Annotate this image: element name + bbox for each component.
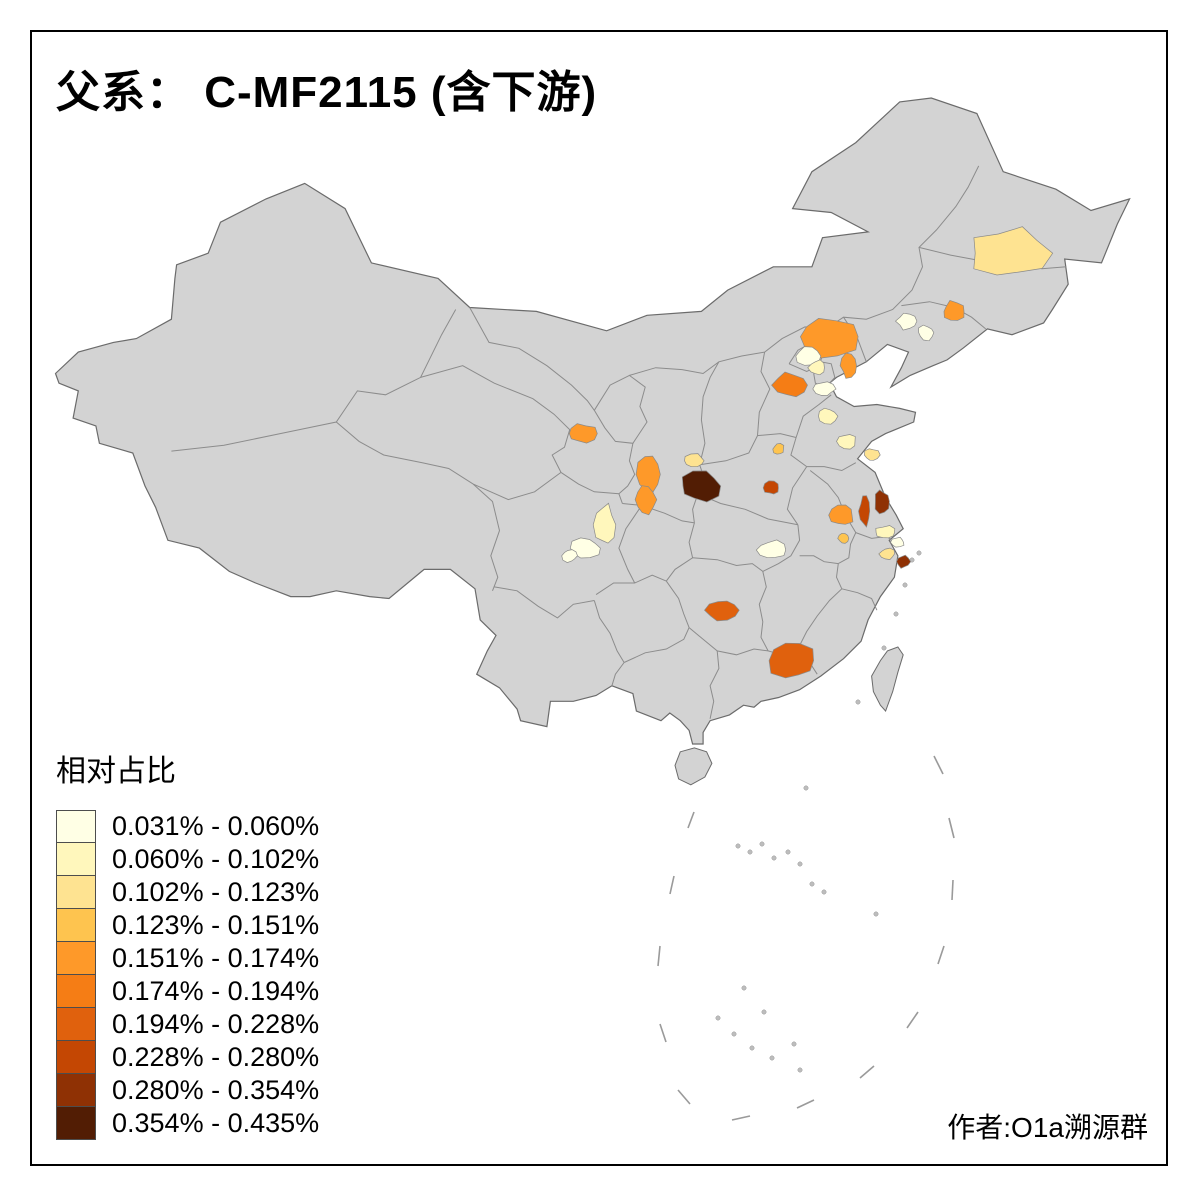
map-region: [837, 532, 850, 544]
legend-title: 相对占比: [56, 755, 176, 788]
map-region: [943, 299, 965, 321]
map-region: [874, 489, 890, 515]
legend-swatch: [56, 1008, 96, 1041]
map-region: [807, 359, 825, 376]
legend-rows: 0.031% - 0.060% 0.060% - 0.102% 0.102% - 0…: [56, 810, 319, 1140]
legend-label: 0.102% - 0.123%: [112, 877, 320, 907]
map-region: [561, 549, 578, 563]
taiwan-island: [871, 646, 904, 712]
mainland-outline: [54, 97, 1131, 745]
legend-row: 0.354% - 0.435%: [56, 1107, 319, 1140]
map-region: [875, 525, 896, 539]
legend-swatch: [56, 1041, 96, 1074]
map-region: [569, 537, 601, 559]
legend-label: 0.123% - 0.151%: [112, 910, 320, 940]
map-region: [635, 455, 661, 494]
legend-swatch: [56, 909, 96, 942]
sea-boundary-dashes: [657, 755, 955, 1121]
legend-label: 0.228% - 0.280%: [112, 1042, 320, 1072]
legend-swatch: [56, 1074, 96, 1107]
map-region: [818, 407, 839, 425]
legend-row: 0.151% - 0.174%: [56, 942, 319, 975]
map-region: [762, 480, 779, 495]
page-title: 父系： C-MF2115 (含下游): [56, 68, 598, 117]
map-region: [684, 453, 705, 468]
legend-swatch: [56, 975, 96, 1008]
map-region: [894, 312, 918, 331]
map-region: [890, 536, 905, 548]
legend-label: 0.031% - 0.060%: [112, 811, 320, 841]
legend-label: 0.354% - 0.435%: [112, 1108, 320, 1138]
legend-row: 0.031% - 0.060%: [56, 810, 319, 843]
legend-swatch: [56, 810, 96, 843]
map-region: [863, 448, 881, 461]
map-region: [681, 470, 722, 503]
legend-swatch: [56, 1107, 96, 1140]
legend-label: 0.060% - 0.102%: [112, 844, 320, 874]
map-region: [918, 324, 935, 342]
map-region: [634, 485, 658, 516]
attribution: 作者:O1a溯源群: [947, 1112, 1148, 1143]
legend-row: 0.102% - 0.123%: [56, 876, 319, 909]
legend-label: 0.280% - 0.354%: [112, 1075, 320, 1105]
map-region: [812, 381, 837, 396]
legend-label: 0.151% - 0.174%: [112, 943, 320, 973]
highlighted-regions: [561, 226, 1054, 679]
map-region: [592, 502, 617, 544]
map-region: [828, 504, 854, 525]
figure-frame: [30, 30, 1168, 1166]
map-region: [896, 554, 912, 569]
legend-row: 0.228% - 0.280%: [56, 1041, 319, 1074]
legend-swatch: [56, 942, 96, 975]
map-region: [768, 642, 814, 679]
hainan-island: [674, 747, 713, 786]
legend-swatch: [56, 843, 96, 876]
legend-row: 0.194% - 0.228%: [56, 1008, 319, 1041]
legend-row: 0.060% - 0.102%: [56, 843, 319, 876]
legend: 相对占比 0.031% - 0.060% 0.060% - 0.102% 0.102…: [56, 746, 319, 1140]
legend-row: 0.280% - 0.354%: [56, 1074, 319, 1107]
map-region: [755, 539, 787, 559]
map-region: [568, 423, 598, 444]
legend-label: 0.174% - 0.194%: [112, 976, 320, 1006]
legend-row: 0.123% - 0.151%: [56, 909, 319, 942]
legend-label: 0.194% - 0.228%: [112, 1009, 320, 1039]
map-region: [878, 547, 895, 560]
legend-swatch: [56, 876, 96, 909]
map-region: [973, 226, 1054, 276]
legend-row: 0.174% - 0.194%: [56, 975, 319, 1008]
map-region: [839, 352, 857, 379]
map-region: [704, 600, 740, 622]
map-region: [858, 495, 871, 528]
map-region: [771, 371, 808, 398]
map-region: [836, 434, 856, 450]
map-region: [800, 318, 859, 359]
map-region: [772, 443, 785, 455]
